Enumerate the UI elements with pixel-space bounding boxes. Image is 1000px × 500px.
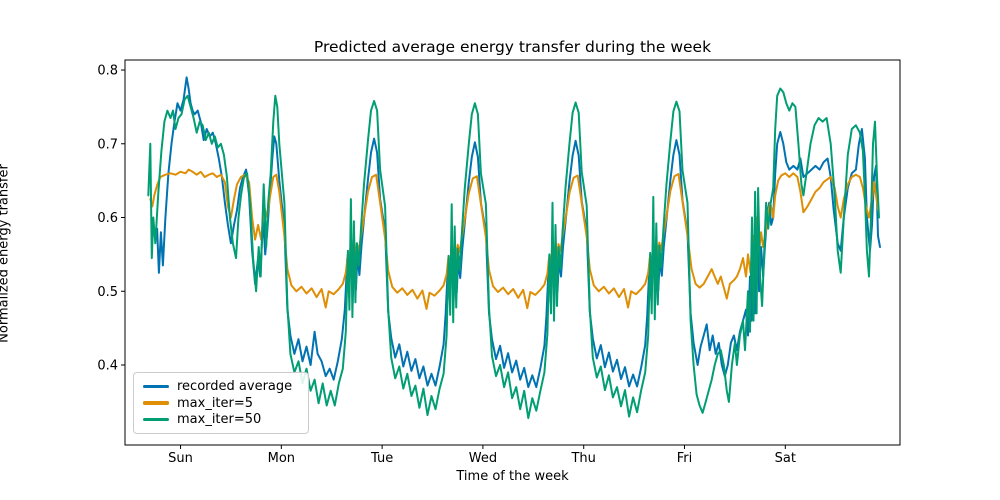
x-tick-label: Sun bbox=[168, 451, 193, 466]
legend-line-swatch bbox=[143, 384, 169, 388]
x-tick-label: Fri bbox=[677, 451, 693, 466]
y-tick-label: 0.7 bbox=[97, 137, 118, 152]
series-line-max-iter-50 bbox=[147, 87, 880, 420]
legend-label: max_iter=5 bbox=[177, 395, 254, 411]
legend-item: max_iter=50 bbox=[143, 411, 298, 428]
plot-frame bbox=[124, 59, 901, 446]
series-line-max-iter-5 bbox=[149, 168, 879, 310]
x-tick-label: Wed bbox=[469, 451, 497, 466]
y-tick-label: 0.4 bbox=[97, 358, 118, 373]
y-tick-label: 0.8 bbox=[97, 64, 118, 79]
x-tick-label: Mon bbox=[268, 451, 295, 466]
chart-title: Predicted average energy transfer during… bbox=[313, 38, 712, 56]
y-axis-label: Normalized energy transfer bbox=[0, 164, 12, 343]
legend-line-swatch bbox=[143, 418, 169, 422]
x-tick-label: Thu bbox=[570, 451, 595, 466]
x-tick-label: Tue bbox=[370, 451, 393, 466]
y-tick-label: 0.6 bbox=[97, 211, 118, 226]
legend-item: max_iter=5 bbox=[143, 395, 298, 412]
legend-line-swatch bbox=[143, 401, 169, 405]
x-tick-label: Sat bbox=[775, 451, 796, 466]
legend-label: max_iter=50 bbox=[177, 412, 262, 428]
y-tick-label: 0.5 bbox=[97, 285, 118, 300]
legend-item: recorded average bbox=[143, 378, 298, 395]
legend-label: recorded average bbox=[177, 378, 293, 394]
x-axis-label: Time of the week bbox=[456, 469, 569, 484]
legend: recorded average max_iter=5 max_iter=50 bbox=[133, 372, 309, 434]
